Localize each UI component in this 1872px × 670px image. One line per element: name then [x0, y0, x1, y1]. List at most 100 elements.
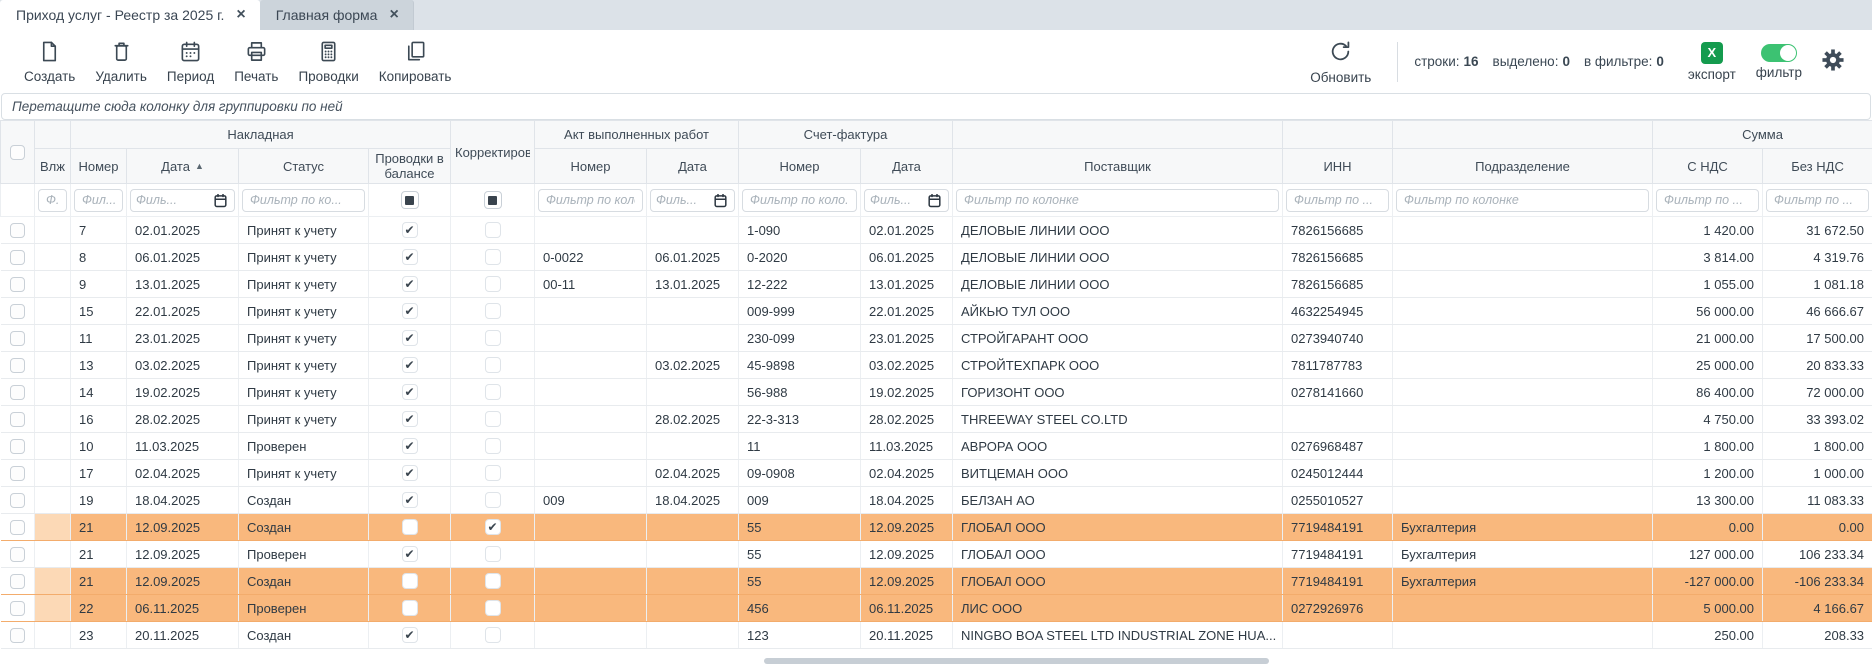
- row-select-cell[interactable]: [0, 513, 35, 541]
- correction-checkbox[interactable]: [484, 546, 501, 563]
- postings-checkbox[interactable]: [401, 276, 418, 293]
- filter-postings-checkbox[interactable]: [400, 191, 419, 209]
- group-header-summa[interactable]: Сумма: [1652, 120, 1872, 149]
- row-select-cell[interactable]: [0, 405, 35, 433]
- postings-checkbox[interactable]: [401, 627, 418, 644]
- correction-checkbox[interactable]: [484, 384, 501, 401]
- column-header-with-vat[interactable]: С НДС: [1652, 148, 1764, 184]
- cell-postings[interactable]: [368, 513, 451, 541]
- row-checkbox[interactable]: [9, 412, 25, 428]
- postings-checkbox[interactable]: [401, 330, 418, 347]
- correction-checkbox[interactable]: [484, 330, 501, 347]
- row-select-cell[interactable]: [0, 594, 35, 622]
- correction-checkbox[interactable]: [484, 411, 501, 428]
- postings-checkbox[interactable]: [401, 546, 418, 563]
- correction-checkbox[interactable]: [484, 627, 501, 644]
- postings-checkbox[interactable]: [401, 600, 418, 617]
- export-button[interactable]: X экспорт: [1678, 38, 1746, 86]
- column-header-supplier[interactable]: Поставщик: [952, 148, 1284, 184]
- column-header-status[interactable]: Статус: [238, 148, 369, 184]
- delete-button[interactable]: Удалить: [85, 36, 157, 88]
- row-select-cell[interactable]: [0, 378, 35, 406]
- print-button[interactable]: Печать: [224, 36, 288, 88]
- select-all-cell[interactable]: [0, 120, 35, 184]
- cell-correction[interactable]: [450, 567, 535, 595]
- correction-checkbox[interactable]: [484, 249, 501, 266]
- postings-checkbox[interactable]: [401, 492, 418, 509]
- postings-checkbox[interactable]: [401, 384, 418, 401]
- row-select-cell[interactable]: [0, 621, 35, 649]
- filter-akt-number-input[interactable]: [538, 188, 643, 212]
- row-checkbox[interactable]: [9, 304, 25, 320]
- settings-button[interactable]: [1812, 45, 1854, 78]
- correction-checkbox[interactable]: [484, 573, 501, 590]
- cell-correction[interactable]: [450, 432, 535, 460]
- column-header-postings[interactable]: Проводки в балансе: [368, 148, 451, 184]
- table-row[interactable]: 23 20.11.2025 Создан 123 20.11.2025 NING…: [0, 621, 1872, 649]
- table-row[interactable]: 14 19.02.2025 Принят к учету 56-988 19.0…: [0, 378, 1872, 406]
- filter-supplier-input[interactable]: [956, 188, 1280, 212]
- column-header-sf-date[interactable]: Дата: [860, 148, 954, 184]
- cell-postings[interactable]: [368, 324, 451, 352]
- column-header-number[interactable]: Номер: [70, 148, 127, 184]
- filter-status-input[interactable]: [242, 188, 365, 212]
- row-select-cell[interactable]: [0, 216, 35, 244]
- cell-postings[interactable]: [368, 405, 451, 433]
- table-row[interactable]: 21 12.09.2025 Создан 55 12.09.2025 ГЛОБА…: [0, 513, 1872, 541]
- group-header-schet-faktura[interactable]: Счет-фактура: [738, 120, 954, 149]
- row-checkbox[interactable]: [9, 520, 25, 536]
- filter-sf-number-input[interactable]: [742, 188, 858, 212]
- table-row[interactable]: 11 23.01.2025 Принят к учету 230-099 23.…: [0, 324, 1872, 352]
- postings-checkbox[interactable]: [401, 519, 418, 536]
- table-row[interactable]: 16 28.02.2025 Принят к учету 28.02.2025 …: [0, 405, 1872, 433]
- select-all-checkbox[interactable]: [10, 145, 25, 161]
- cell-postings[interactable]: [368, 621, 451, 649]
- postings-checkbox[interactable]: [401, 465, 418, 482]
- correction-checkbox[interactable]: [484, 519, 501, 536]
- row-select-cell[interactable]: [0, 297, 35, 325]
- cell-postings[interactable]: [368, 540, 451, 568]
- filter-correction-checkbox[interactable]: [483, 191, 502, 209]
- row-select-cell[interactable]: [0, 567, 35, 595]
- filter-date-input[interactable]: [130, 188, 235, 212]
- row-checkbox[interactable]: [9, 250, 25, 266]
- postings-checkbox[interactable]: [401, 222, 418, 239]
- postings-checkbox[interactable]: [401, 411, 418, 428]
- correction-checkbox[interactable]: [484, 465, 501, 482]
- cell-postings[interactable]: [368, 243, 451, 271]
- table-row[interactable]: 17 02.04.2025 Принят к учету 02.04.2025 …: [0, 459, 1872, 487]
- refresh-button[interactable]: Обновить: [1300, 35, 1381, 89]
- row-select-cell[interactable]: [0, 486, 35, 514]
- cell-postings[interactable]: [368, 351, 451, 379]
- cell-postings[interactable]: [368, 459, 451, 487]
- correction-checkbox[interactable]: [484, 438, 501, 455]
- cell-correction[interactable]: [450, 459, 535, 487]
- cell-correction[interactable]: [450, 594, 535, 622]
- table-row[interactable]: 7 02.01.2025 Принят к учету 1-090 02.01.…: [0, 216, 1872, 244]
- tab-glavnaya-forma[interactable]: Главная форма ×: [259, 0, 414, 30]
- postings-checkbox[interactable]: [401, 303, 418, 320]
- filter-number-input[interactable]: [74, 188, 123, 212]
- cell-correction[interactable]: [450, 378, 535, 406]
- row-checkbox[interactable]: [9, 439, 25, 455]
- table-row[interactable]: 13 03.02.2025 Принят к учету 03.02.2025 …: [0, 351, 1872, 379]
- cell-correction[interactable]: [450, 324, 535, 352]
- toggle-on-icon[interactable]: [1760, 43, 1797, 62]
- filter-department-input[interactable]: [1396, 188, 1650, 212]
- filter-sf-date-input[interactable]: [864, 188, 950, 212]
- cell-postings[interactable]: [368, 486, 451, 514]
- correction-checkbox[interactable]: [484, 303, 501, 320]
- correction-checkbox[interactable]: [484, 357, 501, 374]
- row-select-cell[interactable]: [0, 540, 35, 568]
- correction-checkbox[interactable]: [484, 276, 501, 293]
- cell-correction[interactable]: [450, 540, 535, 568]
- cell-postings[interactable]: [368, 216, 451, 244]
- row-select-cell[interactable]: [0, 351, 35, 379]
- period-button[interactable]: Период: [157, 36, 224, 88]
- row-checkbox[interactable]: [9, 331, 25, 347]
- cell-correction[interactable]: [450, 297, 535, 325]
- filter-akt-date-input[interactable]: [650, 188, 736, 212]
- row-select-cell[interactable]: [0, 243, 35, 271]
- filter-with-vat-input[interactable]: [1656, 188, 1760, 212]
- table-row[interactable]: 22 06.11.2025 Проверен 456 06.11.2025 ЛИ…: [0, 594, 1872, 622]
